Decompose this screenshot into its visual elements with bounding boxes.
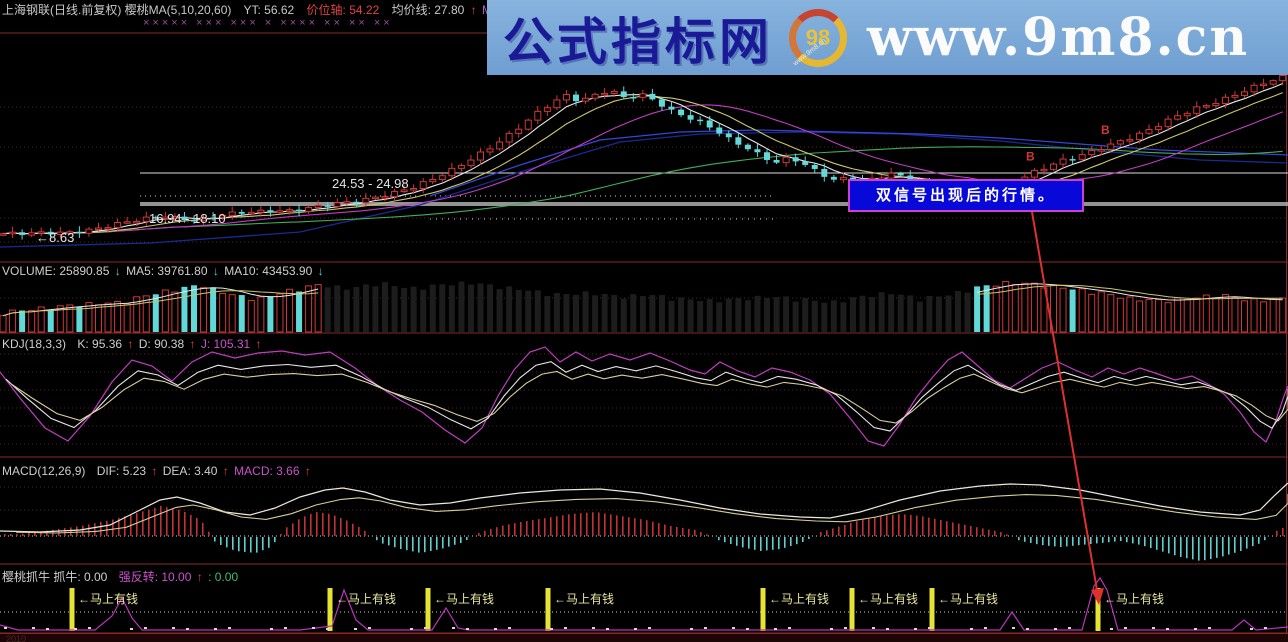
signal-header: 樱桃抓牛 抓牛: 0.00 强反转: 10.00 ↑ : 0.00 xyxy=(2,568,246,585)
watermark-banner[interactable]: 公式指标网 98 www.9m8.cn www.9m8.cn xyxy=(487,0,1288,75)
signal-layer xyxy=(0,576,1288,631)
up-arrow-icon: ↑ xyxy=(151,464,158,478)
logo-glyph: 98 xyxy=(805,24,831,50)
up-arrow-icon: ↑ xyxy=(127,337,134,351)
avg-price-value: 均价线: 27.80 xyxy=(391,3,465,17)
price-range-label-low: 16.94 - 18.10 xyxy=(149,211,226,226)
buy-signal-label: ←马上有钱 xyxy=(434,592,495,606)
kdj-title: KDJ(18,3,3) xyxy=(2,337,67,351)
watermark-logo-icon: 98 www.9m8.cn xyxy=(789,8,847,67)
signal-strong-reverse: 强反转: 10.00 xyxy=(118,570,192,584)
down-arrow-icon: ↓ xyxy=(114,264,121,278)
kdj-j-value: J: 105.31 xyxy=(200,337,251,351)
volume-header: VOLUME: 25890.85 ↓ MA5: 39761.80 ↓ MA10:… xyxy=(2,264,326,278)
annotation-box: 双信号出现后的行情。 xyxy=(848,179,1084,212)
kdj-layer xyxy=(0,346,1288,447)
volume-layer xyxy=(0,281,1287,333)
buy-signal-label: ←马上有钱 xyxy=(769,592,830,606)
buy-signal-label: ←马上有钱 xyxy=(938,592,999,606)
price-range-label-high: 24.53 - 24.98 xyxy=(332,176,409,191)
down-arrow-icon: ↓ xyxy=(317,264,324,278)
volume-ma5: MA5: 39761.80 xyxy=(126,264,208,278)
watermark-site-url[interactable]: www.9m8.cn xyxy=(867,7,1250,68)
macd-macd-value: MACD: 3.66 xyxy=(234,464,300,478)
up-arrow-icon: ↑ xyxy=(470,3,477,17)
buy-signal-label: ←马上有钱 xyxy=(1104,592,1165,606)
down-arrow-icon: ↓ xyxy=(212,264,219,278)
kdj-k-value: K: 95.36 xyxy=(77,337,123,351)
macd-dif-value: DIF: 5.23 xyxy=(96,464,147,478)
bottom-axis-strip xyxy=(0,633,1288,642)
macd-header: MACD(12,26,9) DIF: 5.23 ↑ DEA: 3.40 ↑ MA… xyxy=(2,464,313,478)
up-arrow-icon: ↑ xyxy=(196,570,203,584)
svg-text:B: B xyxy=(1026,150,1035,164)
up-arrow-icon: ↑ xyxy=(304,464,311,478)
yt-value: YT: 56.62 xyxy=(243,3,295,17)
macd-dea-value: DEA: 3.40 xyxy=(162,464,218,478)
axis-year-label: 2010 xyxy=(6,634,27,642)
kdj-header: KDJ(18,3,3) K: 95.36 ↑ D: 90.38 ↑ J: 105… xyxy=(2,337,264,351)
up-arrow-icon: ↑ xyxy=(222,464,229,478)
grid-layer xyxy=(0,32,1288,634)
buy-signal-label: ←马上有钱 xyxy=(554,592,615,606)
macd-layer xyxy=(0,482,1288,561)
svg-text:B: B xyxy=(1101,123,1110,137)
volume-ma10: MA10: 43453.90 xyxy=(224,264,313,278)
watermark-site-name: 公式指标网 xyxy=(503,13,773,70)
candlestick-layer: BB xyxy=(0,70,1288,248)
signal-title: 樱桃抓牛 抓牛: 0.00 xyxy=(2,570,108,584)
masked-text: ××××× ××× ××× × ×××× ×× ×× ×× xyxy=(143,17,393,29)
up-arrow-icon: ↑ xyxy=(255,337,262,351)
buy-signal-label: ←马上有钱 xyxy=(78,592,139,606)
low-price-label: ←8.63 xyxy=(36,230,75,245)
macd-title: MACD(12,26,9) xyxy=(2,464,86,478)
stock-title: 上海钢联(日线.前复权) 樱桃MA(5,10,20,60) xyxy=(2,3,232,17)
price-axis-value: 价位轴: 54.22 xyxy=(306,3,380,17)
buy-signal-label: ←马上有钱 xyxy=(336,592,397,606)
signal-extra-value: : 0.00 xyxy=(208,570,239,584)
annotation-arrow-layer xyxy=(1031,211,1104,605)
kdj-d-value: D: 90.38 xyxy=(138,337,185,351)
up-arrow-icon: ↑ xyxy=(189,337,196,351)
main-chart-header: 上海钢联(日线.前复权) 樱桃MA(5,10,20,60) YT: 56.62 … xyxy=(2,1,509,18)
buy-signal-label: ←马上有钱 xyxy=(858,592,919,606)
volume-value: VOLUME: 25890.85 xyxy=(2,264,110,278)
